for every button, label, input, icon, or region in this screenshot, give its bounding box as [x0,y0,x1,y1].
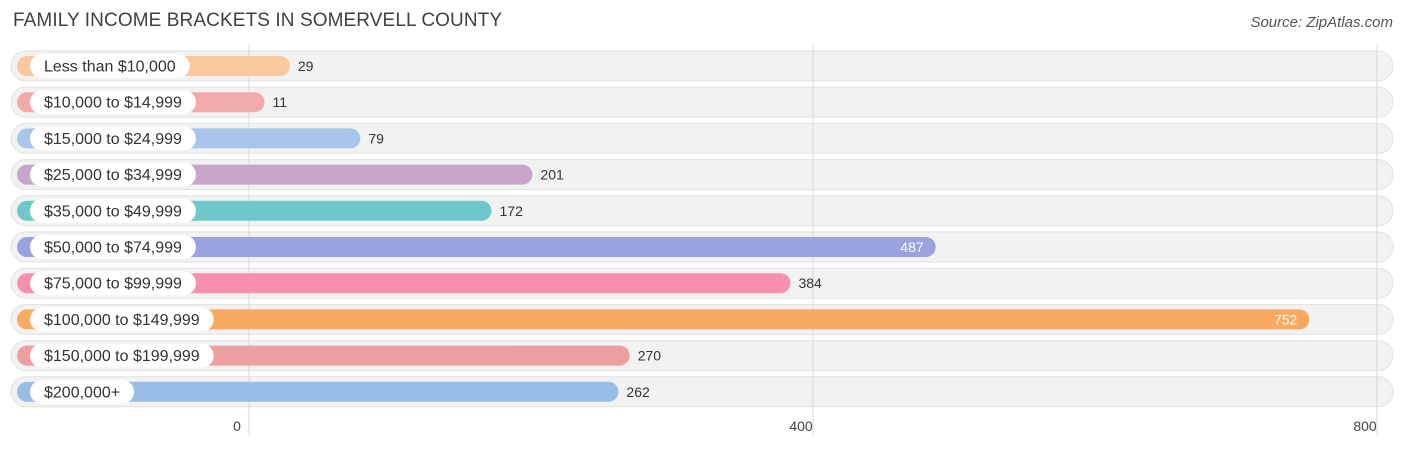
row-track [10,50,1394,82]
value-label: 201 [540,167,564,183]
category-pill [30,162,196,187]
category-pill [30,343,214,368]
category-pill [30,235,196,259]
category-pill [30,271,196,296]
bar [17,237,936,257]
category-pill [30,307,214,332]
chart-title: FAMILY INCOME BRACKETS IN SOMERVELL COUN… [13,10,503,31]
category-label: $200,000+ [44,384,120,401]
tick-label: 800 [1353,418,1377,434]
value-label: 79 [368,130,384,146]
source-label: Source: ZipAtlas.com [1250,14,1393,31]
value-label: 29 [298,58,314,74]
value-label: 384 [798,275,822,291]
value-label: 752 [1274,311,1298,327]
category-label: $75,000 to $99,999 [44,276,182,293]
category-label: $25,000 to $34,999 [44,167,182,184]
category-label: $15,000 to $24,999 [44,131,182,148]
category-label: $150,000 to $199,999 [44,348,200,365]
category-pill [30,54,190,78]
value-label: 487 [900,239,924,255]
bar [17,273,791,294]
category-label: $10,000 to $14,999 [44,95,182,112]
category-pill [30,198,196,223]
category-label: $100,000 to $149,999 [44,312,200,329]
bar [17,309,1310,330]
value-label: 270 [638,348,662,364]
category-pill [30,126,196,151]
tick-label: 0 [233,418,241,434]
value-label: 172 [500,203,524,219]
bar [17,381,619,402]
row-track [10,86,1394,118]
category-label: $50,000 to $74,999 [44,240,182,257]
tick-label: 400 [789,418,813,434]
value-label: 11 [273,94,288,110]
category-pill [30,379,135,404]
category-label: Less than $10,000 [44,59,176,76]
category-pill [30,90,196,115]
value-label: 262 [626,384,650,400]
category-label: $35,000 to $49,999 [44,203,182,220]
